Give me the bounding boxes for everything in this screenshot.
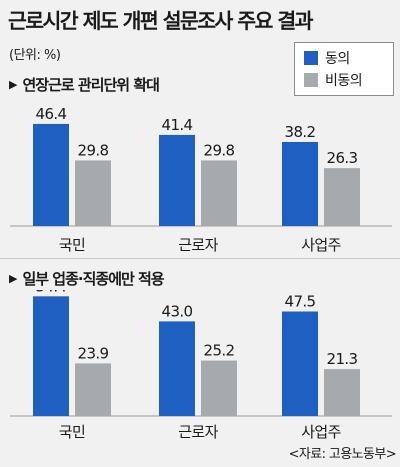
section-divider	[0, 258, 400, 259]
triangle-bullet-icon: ▶	[9, 78, 18, 91]
bar-agree-0	[33, 123, 69, 226]
chart-extension-unit: 46.4 29.8 국민 41.4 29.8 근로자 38.2 26.3 사업주	[10, 105, 392, 254]
data-label-agree-1: 41.4	[162, 116, 193, 134]
bar-agree-1	[159, 134, 195, 226]
bar-disagree-0	[75, 363, 111, 416]
data-label-agree-2: 47.5	[285, 293, 316, 311]
bar-disagree-2	[324, 369, 360, 416]
triangle-bullet-icon: ▶	[9, 272, 18, 285]
chart-partial-application: 54.4 23.9 국민 43.0 25.2 근로자 47.5 21.3 사업주	[10, 290, 392, 441]
bar-disagree-1	[201, 160, 237, 226]
legend-label-agree: 동의	[325, 51, 350, 67]
unit-label: (단위: %)	[9, 48, 61, 63]
legend-item-disagree: 비동의	[304, 71, 363, 89]
data-label-disagree-1: 25.2	[204, 342, 235, 360]
legend-swatch-agree	[304, 51, 318, 65]
data-label-agree-0: 54.4	[36, 290, 67, 295]
category-label-2: 사업주	[301, 236, 341, 254]
category-label-2: 사업주	[301, 423, 341, 441]
data-label-disagree-0: 23.9	[78, 344, 109, 362]
bar-agree-1	[159, 321, 195, 416]
legend-swatch-disagree	[304, 73, 318, 87]
data-label-agree-1: 43.0	[162, 302, 193, 320]
category-label-0: 국민	[59, 236, 85, 254]
data-label-disagree-2: 26.3	[327, 149, 358, 167]
data-label-disagree-0: 29.8	[78, 141, 109, 159]
bar-disagree-1	[201, 360, 237, 416]
category-label-1: 근로자	[178, 423, 218, 441]
page-title: 근로시간 제도 개편 설문조사 주요 결과	[8, 9, 313, 33]
category-label-0: 국민	[59, 423, 85, 441]
bar-agree-2	[282, 141, 318, 226]
source-note: <자료: 고용노동부>	[288, 447, 397, 462]
bar-agree-0	[33, 296, 69, 416]
bar-disagree-2	[324, 168, 360, 226]
section-title-2: ▶ 일부 업종·직종에만 적용	[9, 268, 165, 289]
bar-agree-2	[282, 311, 318, 416]
category-label-1: 근로자	[178, 236, 218, 254]
data-label-agree-0: 46.4	[36, 105, 67, 123]
data-label-agree-2: 38.2	[285, 123, 316, 141]
legend-label-disagree: 비동의	[325, 73, 363, 89]
section-title-1: ▶ 연장근로 관리단위 확대	[9, 74, 160, 95]
legend: 동의 비동의	[294, 42, 394, 96]
section-title-2-text: 일부 업종·직종에만 적용	[22, 270, 164, 288]
data-label-disagree-2: 21.3	[327, 350, 358, 368]
legend-item-agree: 동의	[304, 49, 350, 67]
bar-disagree-0	[75, 160, 111, 226]
section-title-1-text: 연장근로 관리단위 확대	[22, 76, 159, 94]
data-label-disagree-1: 29.8	[204, 141, 235, 159]
